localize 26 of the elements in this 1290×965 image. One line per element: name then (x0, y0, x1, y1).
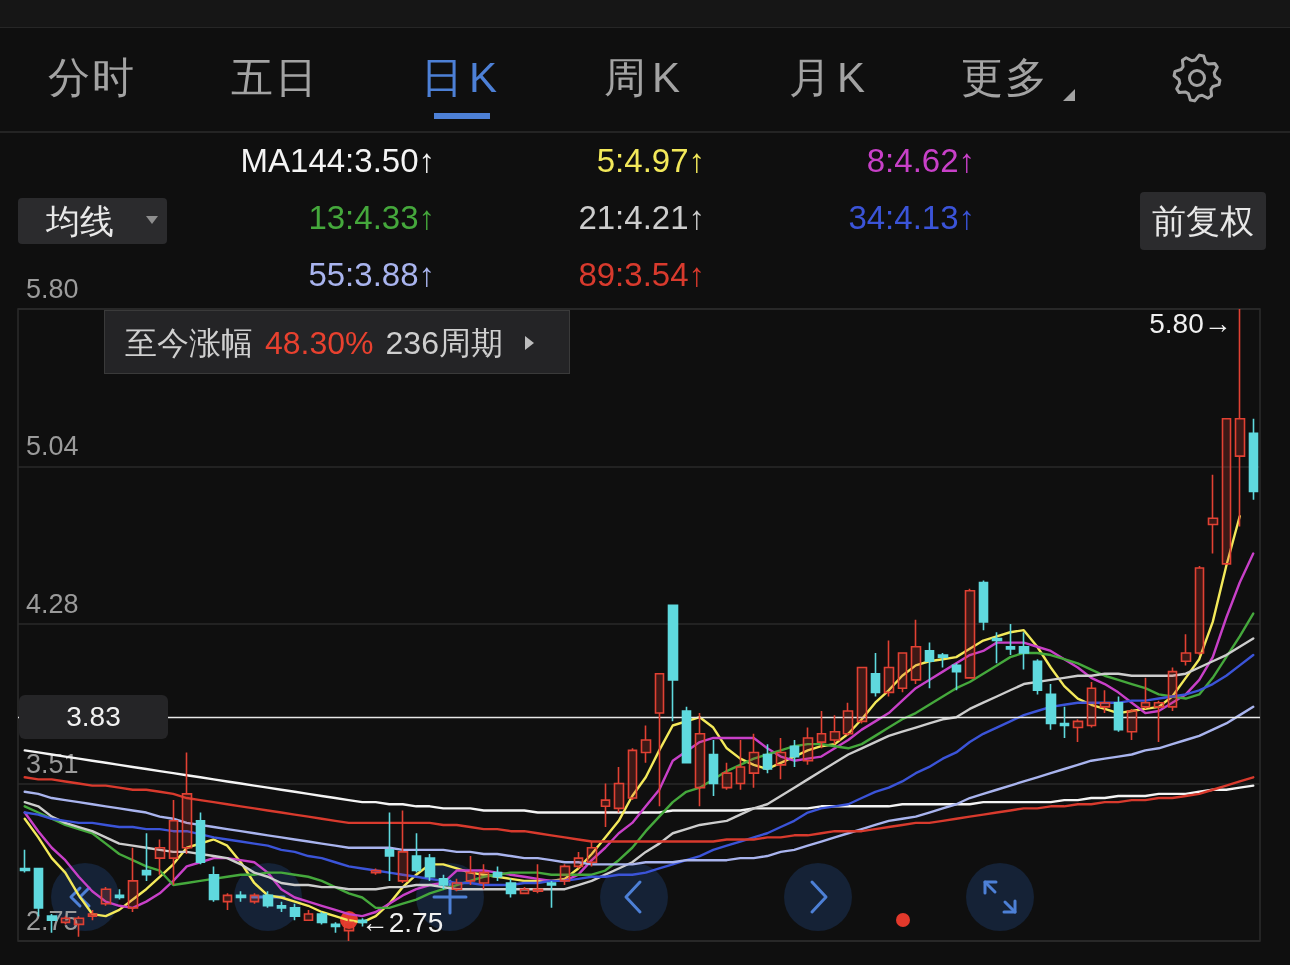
text: 34:4.13↑ (848, 198, 976, 236)
text: 55:3.88↑ (308, 255, 436, 293)
text: 8:4.62↑ (866, 141, 975, 179)
text: 21:4.21↑ (578, 198, 706, 236)
text: 89:3.54↑ (578, 255, 706, 293)
text: 13:4.33↑ (308, 198, 436, 236)
annotation: 5.80→ (1149, 307, 1232, 339)
tab-label: 周K (604, 57, 686, 99)
ref-line-label: 3.83 (66, 701, 121, 733)
tab-label: 五日 (231, 57, 319, 99)
y-tick-label: 5.04 (26, 431, 79, 462)
y-tick-label: 4.28 (26, 588, 79, 619)
tab-label: 更多 (961, 57, 1049, 99)
legend-label: MA144:3.50↑ (240, 141, 436, 179)
value-tag: 3.83 (19, 695, 168, 740)
tab-label: 月K (789, 57, 871, 99)
button: 前复权 (1140, 192, 1266, 250)
tab-label: 分时 (48, 57, 136, 99)
y-tick-label: 5.80 (26, 274, 79, 304)
text: 5:4.97↑ (596, 141, 705, 179)
annotation: 至今涨幅 (125, 325, 253, 361)
annotation: 236周期 (385, 325, 503, 361)
annotation: ←2.75 (360, 906, 444, 938)
annotation: 48.30% (265, 325, 374, 361)
dropdown-button: 均线 (18, 198, 167, 244)
summary-box: 至今涨幅 48.30% 236周期 (104, 310, 570, 374)
